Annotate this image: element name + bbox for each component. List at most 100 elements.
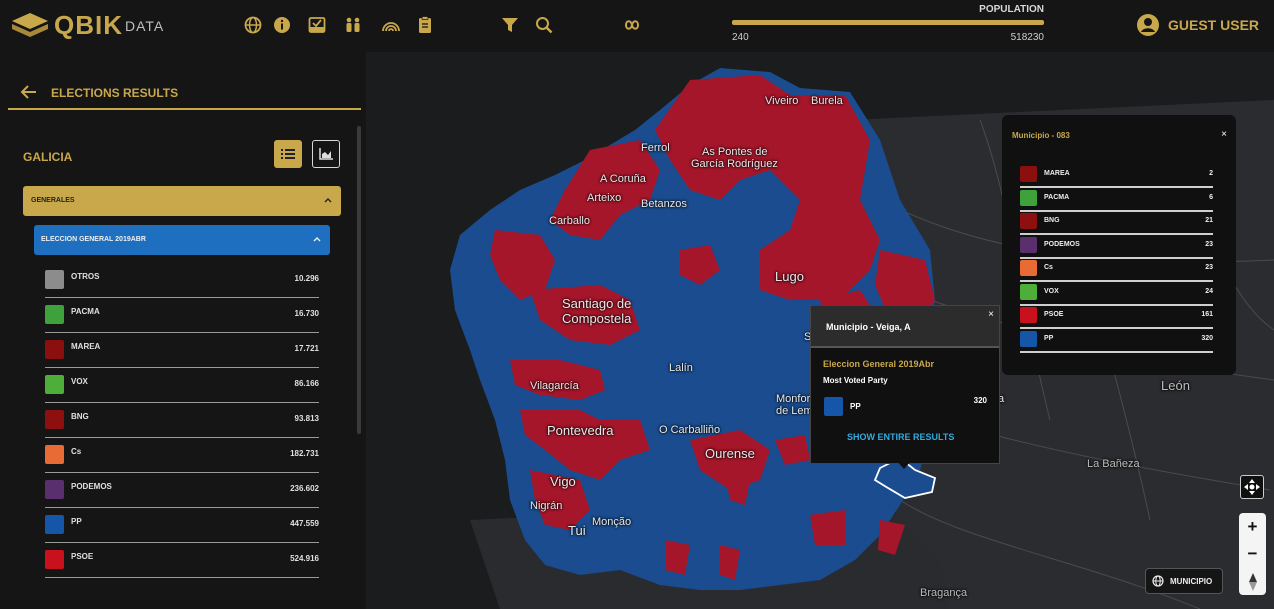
- filter-icon[interactable]: [500, 15, 520, 35]
- result-row[interactable]: MAREA 17.721: [45, 333, 319, 368]
- party-votes: 236.602: [290, 484, 319, 493]
- party-name: PSOE: [1044, 311, 1064, 318]
- result-row[interactable]: PSOE 524.916: [45, 543, 319, 578]
- municipio-card-close-button[interactable]: ×: [1221, 129, 1227, 140]
- result-row[interactable]: PACMA 16.730: [45, 298, 319, 333]
- city-label: Lalín: [669, 362, 693, 374]
- party-color-swatch: [1020, 307, 1037, 323]
- zoom-controls: + −: [1239, 513, 1266, 595]
- reset-bearing-button[interactable]: [1239, 568, 1266, 595]
- party-name: Cs: [1044, 264, 1053, 271]
- result-row[interactable]: PP 447.559: [45, 508, 319, 543]
- party-color-swatch: [45, 375, 64, 394]
- city-label: Tui: [568, 523, 586, 538]
- result-row[interactable]: PODEMOS 236.602: [45, 473, 319, 508]
- party-votes: 86.166: [294, 379, 319, 388]
- party-color-swatch: [1020, 213, 1037, 229]
- municipio-result-row: PSOE 161: [1020, 304, 1213, 329]
- zoom-in-button[interactable]: +: [1247, 516, 1258, 536]
- people-icon[interactable]: [343, 15, 363, 35]
- generales-accordion[interactable]: GENERALES: [23, 186, 341, 216]
- city-label: Monção: [592, 516, 632, 528]
- party-votes: 2: [1209, 170, 1213, 177]
- party-name: PODEMOS: [1044, 240, 1080, 248]
- party-votes: 161: [1201, 311, 1213, 318]
- population-range-slider[interactable]: [732, 20, 1044, 25]
- app-logo[interactable]: QBIK DATA: [10, 10, 164, 41]
- clipboard-icon[interactable]: [415, 15, 435, 35]
- municipio-result-row: PACMA 6: [1020, 187, 1213, 212]
- back-arrow-icon[interactable]: [20, 84, 38, 100]
- population-max: 518230: [1010, 32, 1044, 43]
- move-arrows-icon: [1244, 479, 1260, 495]
- globe-icon[interactable]: [243, 15, 263, 35]
- elections-panel: ELECTIONS RESULTS GALICIA GENERALES ELEC…: [0, 52, 366, 609]
- party-name: PACMA: [71, 307, 100, 316]
- population-label: POPULATION: [979, 4, 1044, 15]
- user-menu[interactable]: GUEST USER: [1136, 13, 1259, 37]
- popup-party-name: PP: [850, 402, 861, 411]
- election-accordion[interactable]: ELECCION GENERAL 2019ABR: [34, 225, 330, 255]
- search-icon[interactable]: [534, 15, 554, 35]
- party-color-swatch: [45, 270, 64, 289]
- zoom-out-button[interactable]: −: [1247, 543, 1258, 563]
- party-color-swatch: [45, 340, 64, 359]
- result-row[interactable]: BNG 93.813: [45, 403, 319, 438]
- compass-icon: [1248, 572, 1257, 591]
- party-color-swatch: [1020, 283, 1037, 300]
- party-color-swatch: [45, 515, 64, 534]
- party-votes: 21: [1205, 217, 1213, 224]
- party-color-swatch: [45, 305, 64, 324]
- party-name: VOX: [1044, 287, 1059, 295]
- party-name: Cs: [71, 447, 82, 456]
- party-name: PP: [71, 517, 82, 526]
- municipio-results-card: Municipio - 083 × MAREA 2 PACMA 6 BNG 21 PODEM…: [1002, 115, 1236, 375]
- city-label: Santiago de: [562, 296, 632, 311]
- city-label: Compostela: [562, 311, 632, 326]
- logo-icon: [12, 12, 48, 37]
- result-row[interactable]: VOX 86.166: [45, 368, 319, 403]
- popup-election: Eleccion General 2019Abr: [823, 359, 935, 369]
- party-color-swatch: [45, 410, 64, 429]
- party-color-swatch: [1020, 166, 1037, 182]
- chevron-up-icon: [313, 237, 321, 242]
- rainbow-icon[interactable]: [381, 15, 401, 35]
- party-name: OTROS: [71, 272, 100, 281]
- inbox-check-icon[interactable]: [307, 15, 327, 35]
- city-label: León: [1161, 378, 1190, 393]
- popup-party-swatch: [824, 397, 843, 416]
- party-color-swatch: [1020, 189, 1037, 206]
- party-name: PODEMOS: [71, 482, 112, 491]
- infinity-icon[interactable]: [620, 15, 644, 35]
- city-label: Vigo: [550, 474, 576, 489]
- municipio-result-row: PP 320: [1020, 328, 1213, 353]
- party-name: MAREA: [71, 342, 101, 351]
- population-min: 240: [732, 32, 749, 43]
- result-row[interactable]: Cs 182.731: [45, 438, 319, 473]
- list-view-button[interactable]: [274, 140, 302, 168]
- party-name: VOX: [71, 377, 88, 386]
- region-title: GALICIA: [23, 150, 73, 164]
- info-icon[interactable]: [272, 15, 292, 35]
- election-label: ELECCION GENERAL 2019ABR: [41, 236, 146, 243]
- generales-label: GENERALES: [31, 197, 75, 204]
- popup-close-button[interactable]: ×: [988, 309, 994, 320]
- result-row[interactable]: OTROS 10.296: [45, 263, 319, 298]
- show-entire-results-link[interactable]: SHOW ENTIRE RESULTS: [847, 432, 955, 442]
- party-votes: 16.730: [294, 309, 319, 318]
- population-filter[interactable]: POPULATION 240 518230: [732, 2, 1044, 46]
- municipality-popup: Municipio - Veiga, A × Eleccion General …: [810, 305, 1000, 464]
- city-label: Viveiro: [765, 95, 799, 107]
- city-label: García Rodríguez: [691, 158, 778, 170]
- chart-view-button[interactable]: [312, 140, 340, 168]
- layer-selector-button[interactable]: MUNICIPIO: [1145, 568, 1223, 594]
- panel-title: ELECTIONS RESULTS: [51, 86, 179, 100]
- user-label: GUEST USER: [1168, 17, 1260, 33]
- popup-header: Municipio - Veiga, A ×: [811, 306, 999, 348]
- party-votes: 24: [1205, 287, 1213, 295]
- panel-scrollbar[interactable]: [357, 126, 361, 434]
- party-color-swatch: [1020, 260, 1037, 276]
- popup-pointer: [896, 460, 912, 469]
- pan-mode-button[interactable]: [1240, 475, 1264, 499]
- city-label: Vilagarcía: [530, 380, 579, 392]
